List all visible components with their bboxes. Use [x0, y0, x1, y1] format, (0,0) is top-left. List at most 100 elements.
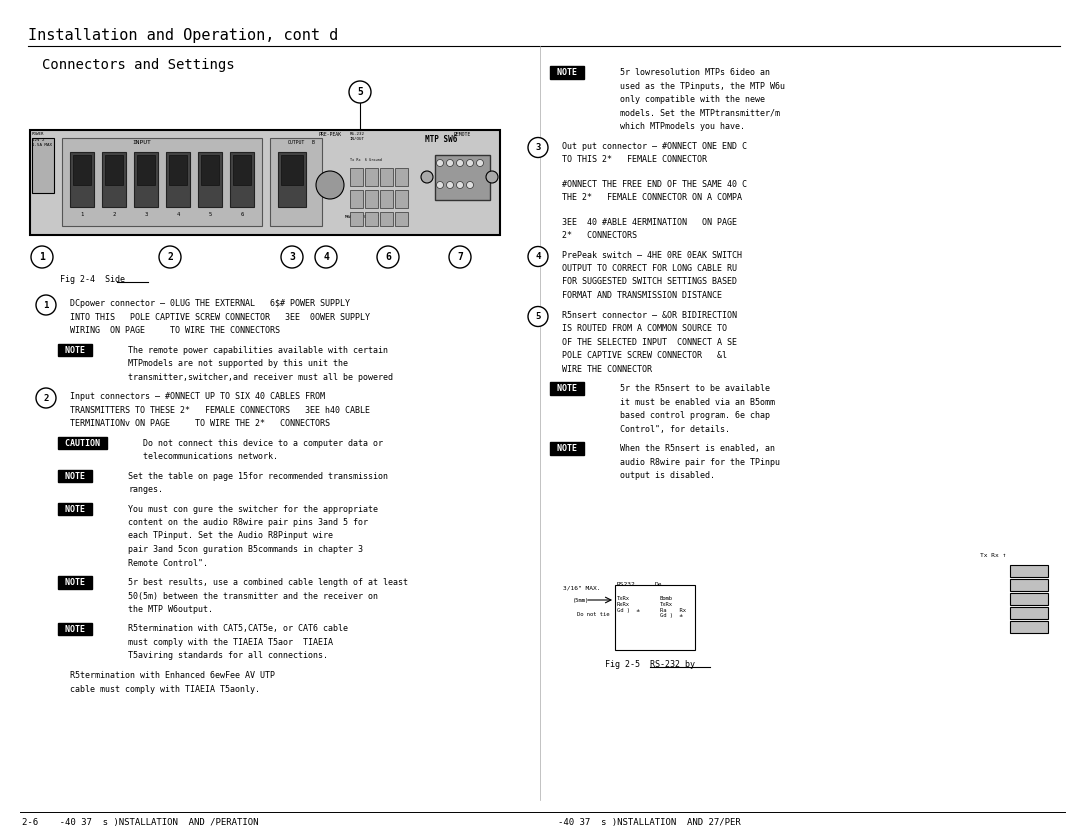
Bar [1010, 565, 1048, 577]
Circle shape [446, 159, 454, 167]
Bar [198, 152, 222, 207]
Circle shape [31, 246, 53, 268]
Circle shape [446, 182, 454, 188]
Text: OUTPUT TO CORRECT FOR LONG CABLE RU: OUTPUT TO CORRECT FOR LONG CABLE RU [562, 264, 737, 273]
Text: 5r the R5nsert to be available: 5r the R5nsert to be available [620, 384, 770, 393]
Circle shape [421, 171, 433, 183]
Text: used as the TPinputs, the MTP W6u: used as the TPinputs, the MTP W6u [620, 82, 785, 91]
Text: Fig 2-4  Side: Fig 2-4 Side [60, 275, 125, 284]
Bar [350, 190, 363, 208]
Text: WIRING  ON PAGE     TO WIRE THE CONNECTORS: WIRING ON PAGE TO WIRE THE CONNECTORS [70, 326, 280, 335]
Text: 4: 4 [176, 212, 179, 217]
Circle shape [349, 81, 372, 103]
Text: 50(5m) between the transmitter and the receiver on: 50(5m) between the transmitter and the r… [129, 591, 378, 600]
Text: 5: 5 [536, 312, 541, 321]
Bar [395, 168, 408, 186]
Text: POWER: POWER [32, 132, 44, 136]
Bar [380, 212, 393, 226]
Circle shape [315, 246, 337, 268]
Text: 4: 4 [536, 252, 541, 261]
Bar [395, 190, 408, 208]
Text: TO THIS 2*   FEMALE CONNECTOR: TO THIS 2* FEMALE CONNECTOR [562, 155, 707, 164]
Text: each TPinput. Set the Audio R8Pinput wire: each TPinput. Set the Audio R8Pinput wir… [129, 531, 333, 540]
Text: WIRE THE CONNECTOR: WIRE THE CONNECTOR [562, 364, 652, 374]
Circle shape [486, 171, 498, 183]
Text: NOTE: NOTE [60, 471, 90, 480]
Text: Bomb
TxRx
Ra    Rx
Gd )  ±: Bomb TxRx Ra Rx Gd ) ± [660, 596, 686, 618]
Text: MTPmodels are not supported by this unit the: MTPmodels are not supported by this unit… [129, 359, 348, 368]
Text: 3: 3 [289, 252, 295, 262]
Text: NOTE: NOTE [552, 384, 582, 393]
Text: DCpower connector — 0LUG THE EXTERNAL   6$# POWER SUPPLY: DCpower connector — 0LUG THE EXTERNAL 6$… [70, 299, 350, 308]
Circle shape [36, 295, 56, 315]
Bar [365, 168, 378, 186]
Circle shape [467, 182, 473, 188]
Bar [134, 152, 158, 207]
Text: R5nsert connector — &OR BIDIRECTION: R5nsert connector — &OR BIDIRECTION [562, 310, 737, 319]
Bar [102, 152, 126, 207]
Text: THE 2*   FEMALE CONNECTOR ON A COMPA: THE 2* FEMALE CONNECTOR ON A COMPA [562, 193, 742, 202]
Text: INTO THIS   POLE CAPTIVE SCREW CONNECTOR   3EE  0OWER SUPPLY: INTO THIS POLE CAPTIVE SCREW CONNECTOR 3… [70, 313, 370, 321]
Text: only compatible with the newe: only compatible with the newe [620, 95, 765, 104]
Text: 2*   CONNECTORS: 2* CONNECTORS [562, 231, 637, 240]
Bar [230, 152, 254, 207]
Text: 6: 6 [386, 252, 391, 262]
Bar [32, 138, 54, 193]
Text: #ONNECT THE FREE END OF THE SAME 40 C: #ONNECT THE FREE END OF THE SAME 40 C [562, 179, 747, 188]
Text: 2: 2 [43, 394, 49, 403]
Text: RS-232
IN/OUT: RS-232 IN/OUT [350, 132, 365, 141]
Circle shape [528, 247, 548, 267]
Bar [1010, 621, 1048, 633]
Text: 5r best results, use a combined cable length of at least: 5r best results, use a combined cable le… [129, 578, 408, 587]
Circle shape [457, 182, 463, 188]
Bar [278, 152, 306, 207]
Text: cable must comply with TIAEIA T5aonly.: cable must comply with TIAEIA T5aonly. [70, 685, 260, 694]
Circle shape [316, 171, 345, 199]
Text: 5r lowresolution MTPs 6ideo an: 5r lowresolution MTPs 6ideo an [620, 68, 770, 77]
Text: MTP SW6: MTP SW6 [426, 135, 457, 144]
Text: Set the table on page 15for recommended transmission: Set the table on page 15for recommended … [129, 471, 388, 480]
Text: audio R8wire pair for the TPinpu: audio R8wire pair for the TPinpu [620, 458, 780, 466]
Bar [395, 212, 408, 226]
Bar [1010, 579, 1048, 591]
Text: Installation and Operation, cont d: Installation and Operation, cont d [28, 28, 338, 43]
Text: MBAUDIO/OUTPUT: MBAUDIO/OUTPUT [345, 215, 380, 219]
Circle shape [467, 159, 473, 167]
Text: NOTE: NOTE [552, 68, 582, 77]
Bar [281, 155, 303, 185]
Text: 3: 3 [145, 212, 148, 217]
Bar [233, 155, 251, 185]
Text: 3: 3 [536, 143, 541, 152]
Text: -40 37  s )NSTALLATION  AND 27/PER: -40 37 s )NSTALLATION AND 27/PER [558, 818, 741, 827]
Circle shape [476, 159, 484, 167]
Text: ranges.: ranges. [129, 485, 163, 494]
Text: TERMINATIONv ON PAGE     TO WIRE THE 2*   CONNECTORS: TERMINATIONv ON PAGE TO WIRE THE 2* CONN… [70, 419, 330, 428]
Text: content on the audio R8wire pair pins 3and 5 for: content on the audio R8wire pair pins 3a… [129, 518, 368, 527]
Text: De: De [654, 582, 662, 587]
Text: Tx Rx ↑: Tx Rx ↑ [980, 553, 1007, 558]
Circle shape [449, 246, 471, 268]
Text: RS232: RS232 [617, 582, 636, 587]
Text: FOR SUGGESTED SWITCH SETTINGS BASED: FOR SUGGESTED SWITCH SETTINGS BASED [562, 278, 737, 287]
Circle shape [377, 246, 399, 268]
Text: 4: 4 [323, 252, 329, 262]
Bar [350, 168, 363, 186]
Text: OF THE SELECTED INPUT  CONNECT A SE: OF THE SELECTED INPUT CONNECT A SE [562, 338, 737, 346]
Bar [365, 190, 378, 208]
Bar [350, 212, 363, 226]
Text: 3EE  40 #ABLE 4ERMINATION   ON PAGE: 3EE 40 #ABLE 4ERMINATION ON PAGE [562, 218, 737, 227]
Text: 7: 7 [457, 252, 463, 262]
Text: PrePeak switch — 4HE 0RE 0EAK SWITCH: PrePeak switch — 4HE 0RE 0EAK SWITCH [562, 250, 742, 259]
Text: 2-6    -40 37  s )NSTALLATION  AND /PERATION: 2-6 -40 37 s )NSTALLATION AND /PERATION [22, 818, 258, 827]
Bar [365, 212, 378, 226]
Text: The remote power capabilities available with certain: The remote power capabilities available … [129, 345, 388, 354]
Bar [62, 138, 262, 226]
Text: must comply with the TIAEIA T5aor  TIAEIA: must comply with the TIAEIA T5aor TIAEIA [129, 638, 333, 647]
Text: CAUTION: CAUTION [60, 439, 105, 448]
Text: Connectors and Settings: Connectors and Settings [42, 58, 234, 72]
Text: models. Set the MTPtransmitter/m: models. Set the MTPtransmitter/m [620, 108, 780, 118]
Text: 3/16" MAX.: 3/16" MAX. [563, 586, 600, 591]
Text: B: B [312, 140, 315, 145]
Text: transmitter,switcher,and receiver must all be powered: transmitter,switcher,and receiver must a… [129, 373, 393, 381]
Bar [166, 152, 190, 207]
